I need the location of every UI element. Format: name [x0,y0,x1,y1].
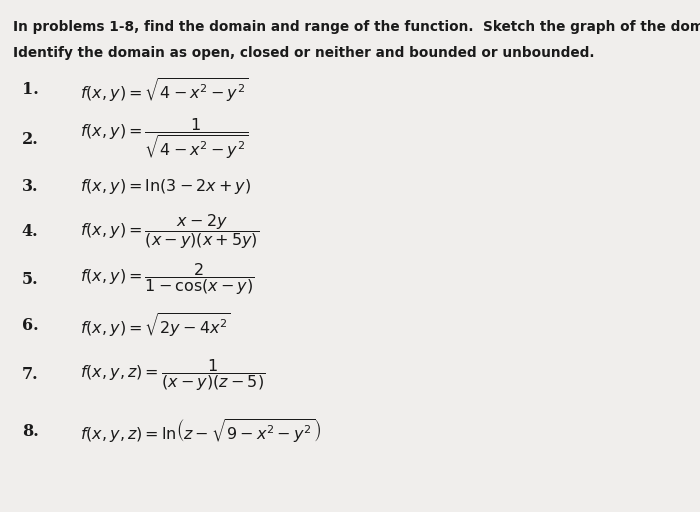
Text: In problems 1-8, find the domain and range of the function.  Sketch the graph of: In problems 1-8, find the domain and ran… [13,20,700,34]
Text: $f(x,y,z) = \dfrac{1}{(x-y)(z-5)}$: $f(x,y,z) = \dfrac{1}{(x-y)(z-5)}$ [80,357,266,393]
Text: 8.: 8. [22,422,38,440]
Text: 6.: 6. [22,316,38,334]
Text: 7.: 7. [22,366,38,383]
Text: 1.: 1. [22,81,38,98]
Text: $f(x,y) = \sqrt{2y-4x^2}$: $f(x,y) = \sqrt{2y-4x^2}$ [80,311,232,339]
Text: 5.: 5. [22,270,38,288]
Text: $f(x,y) = \sqrt{4-x^2-y^2}$: $f(x,y) = \sqrt{4-x^2-y^2}$ [80,76,249,103]
Text: Identify the domain as open, closed or neither and bounded or unbounded.: Identify the domain as open, closed or n… [13,46,594,60]
Text: $f(x,y) = \dfrac{2}{1-\cos(x-y)}$: $f(x,y) = \dfrac{2}{1-\cos(x-y)}$ [80,261,256,297]
Text: $f(x,y) = \ln(3-2x+y)$: $f(x,y) = \ln(3-2x+y)$ [80,177,252,196]
Text: $f(x,y,z) = \ln\!\left(z - \sqrt{9-x^2-y^2}\right)$: $f(x,y,z) = \ln\!\left(z - \sqrt{9-x^2-y… [80,417,322,445]
Text: 3.: 3. [22,178,38,195]
Text: $f(x,y) = \dfrac{1}{\sqrt{4-x^2-y^2}}$: $f(x,y) = \dfrac{1}{\sqrt{4-x^2-y^2}}$ [80,117,249,161]
Text: $f(x,y) = \dfrac{x-2y}{(x-y)(x+5y)}$: $f(x,y) = \dfrac{x-2y}{(x-y)(x+5y)}$ [80,212,260,251]
Text: 2.: 2. [22,131,38,148]
Text: 4.: 4. [22,223,38,240]
